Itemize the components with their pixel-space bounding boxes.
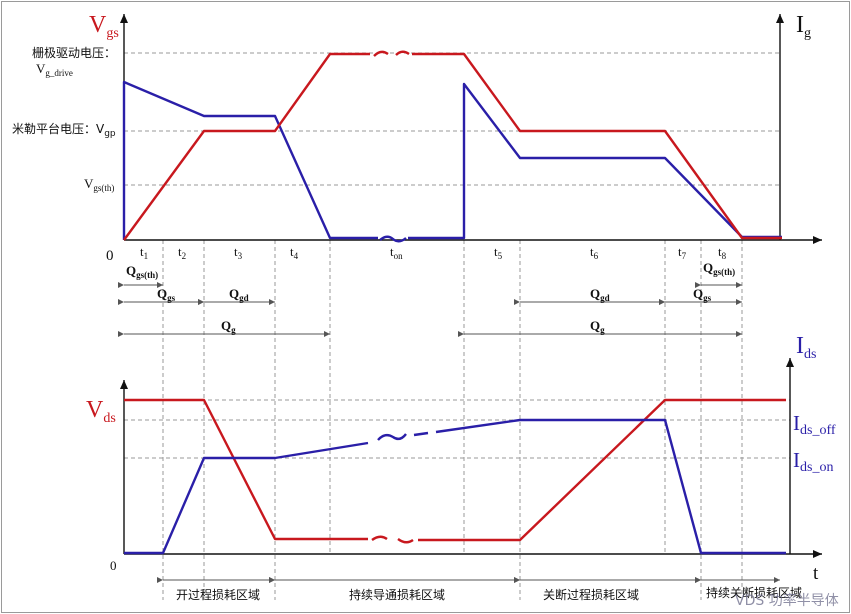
vds-waveform xyxy=(124,398,368,541)
conduction-loss-label: 持续导通损耗区域 xyxy=(349,587,445,602)
vgs-waveform-continued xyxy=(412,52,782,240)
vgs-waveform xyxy=(123,52,370,241)
top-origin-label: 0 xyxy=(106,248,114,264)
ig-break-mark xyxy=(379,235,407,243)
time-labels: t1 t2 t3 t4 ton t5 t6 t7 t8 xyxy=(140,244,727,261)
qgs-right-label: Qgs xyxy=(693,286,712,303)
turn-off-loss-label: 关断过程损耗区域 xyxy=(543,587,639,602)
t4-label: t4 xyxy=(290,244,299,261)
ton-label: ton xyxy=(390,244,403,261)
watermark: VDS 功率半导体 xyxy=(735,592,839,609)
threshold-voltage-label: Vgs(th) xyxy=(84,176,114,193)
t6-label: t6 xyxy=(590,244,599,261)
charge-labels: Qgs(th) Qgs Qgd Qg Qgd Qgs Qgs(th) Qg xyxy=(126,260,735,335)
gate-drive-label: 栅极驱动电压： xyxy=(32,45,116,60)
t5-label: t5 xyxy=(494,244,503,261)
vgs-break-mark xyxy=(373,50,410,57)
charge-arrows xyxy=(118,282,742,337)
bottom-origin-label: 0 xyxy=(110,558,117,573)
t7-label: t7 xyxy=(678,244,687,261)
vds-waveform-continued xyxy=(418,398,786,542)
t2-label: t2 xyxy=(178,244,186,261)
vds-break-mark xyxy=(371,535,414,544)
ig-axis-label: Ig xyxy=(796,12,811,41)
t3-label: t3 xyxy=(234,244,243,261)
blocking-loss-label: 持续关断损耗区域 xyxy=(706,585,802,600)
vds-axis-label: Vds xyxy=(86,397,116,426)
ids-break-mark xyxy=(377,431,429,441)
ids-waveform-continued xyxy=(435,418,786,555)
region-labels: 开过程损耗区域 持续导通损耗区域 关断过程损耗区域 持续关断损耗区域 xyxy=(176,585,802,602)
bottom-time-label: t xyxy=(813,563,819,584)
miller-plateau-label: 米勒平台电压：Vgp xyxy=(12,121,116,139)
ids-waveform xyxy=(124,441,369,555)
gate-drive-symbol: Vg_drive xyxy=(36,61,73,78)
vgs-axis-label: Vgs xyxy=(89,12,119,41)
qgd-left-label: Qgd xyxy=(229,286,249,303)
t1-label: t1 xyxy=(140,244,148,261)
qg-left-label: Qg xyxy=(221,318,236,335)
turn-on-loss-label: 开过程损耗区域 xyxy=(176,587,260,602)
ids-axis-label: Ids xyxy=(796,333,816,362)
qgs-th-right-label: Qgs(th) xyxy=(703,260,735,277)
ids-off-label: Ids_off xyxy=(793,411,836,438)
qg-right-label: Qg xyxy=(590,318,605,335)
ids-on-label: Ids_on xyxy=(793,448,833,475)
qgd-right-label: Qgd xyxy=(590,286,610,303)
t8-label: t8 xyxy=(718,244,727,261)
qgs-left-label: Qgs xyxy=(157,286,176,303)
ig-waveform xyxy=(122,80,378,240)
qgs-th-left-label: Qgs(th) xyxy=(126,263,158,280)
